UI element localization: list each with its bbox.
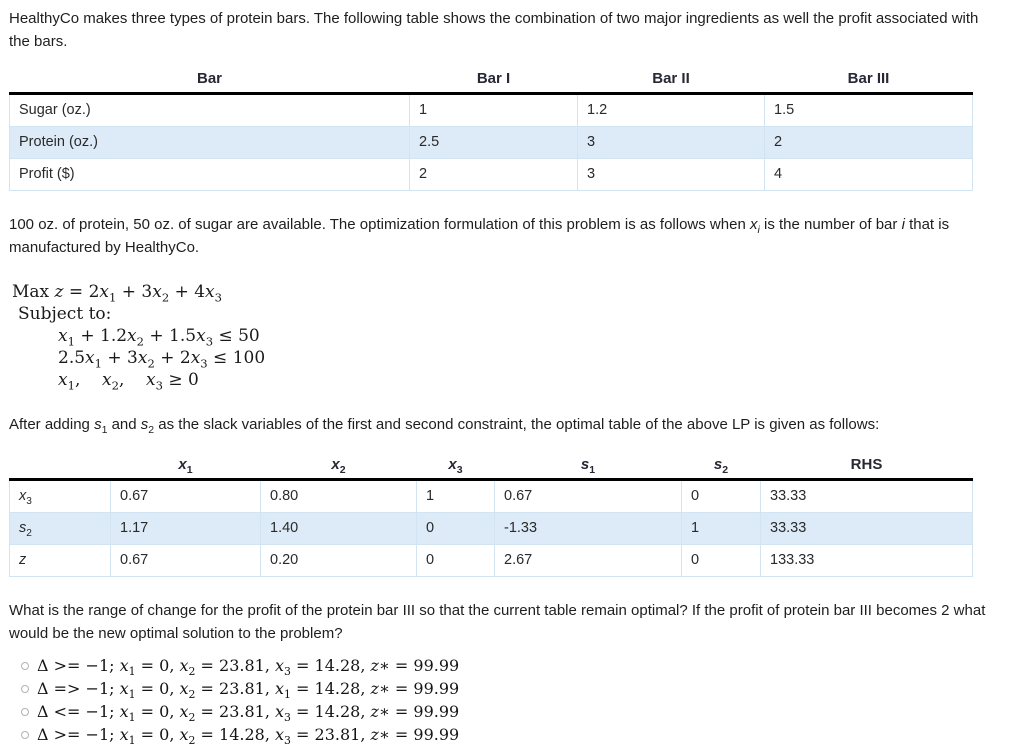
- table-row: Profit ($) 2 3 4: [9, 158, 973, 191]
- table-cell: 0: [416, 544, 495, 577]
- table-row: Protein (oz.) 2.5 3 2: [9, 126, 973, 159]
- table-cell: 0.67: [110, 479, 261, 513]
- answer-option-label: Δ >= −1; x1 = 0, x2 = 14.28, x3 = 23.81,…: [37, 725, 460, 747]
- table-cell: 2.67: [494, 544, 682, 577]
- answer-option[interactable]: Δ => −1; x1 = 0, x2 = 23.81, x1 = 14.28,…: [21, 677, 1014, 700]
- table-cell: 0.20: [260, 544, 417, 577]
- column-header: Bar II: [577, 66, 765, 95]
- column-header: s2: [681, 452, 761, 481]
- table-row: Sugar (oz.) 1 1.2 1.5: [9, 93, 973, 127]
- table-cell: 1.5: [764, 93, 973, 127]
- table-row: s2 1.17 1.40 0 -1.33 1 33.33: [9, 512, 973, 545]
- lp-formulation: Max z = 2x1 + 3x2 + 4x3 Subject to: x1 +…: [9, 281, 1014, 391]
- table-cell: 2: [764, 126, 973, 159]
- table-cell: 3: [577, 126, 765, 159]
- column-header: Bar III: [764, 66, 973, 95]
- table-cell: 0: [681, 479, 761, 513]
- row-label-cell: x3: [9, 479, 111, 513]
- ingredient-table: Bar Bar I Bar II Bar III Sugar (oz.) 1 1.2 1.5 P…: [9, 66, 973, 191]
- answer-option[interactable]: Δ >= −1; x1 = 0, x2 = 14.28, x3 = 23.81,…: [21, 723, 1014, 746]
- column-header: Bar I: [409, 66, 578, 95]
- table-cell: 1.2: [577, 93, 765, 127]
- answer-options: Δ >= −1; x1 = 0, x2 = 23.81, x3 = 14.28,…: [9, 654, 1014, 746]
- row-label-cell: Profit ($): [9, 158, 410, 191]
- answer-option[interactable]: Δ >= −1; x1 = 0, x2 = 23.81, x3 = 14.28,…: [21, 654, 1014, 677]
- column-header: [9, 452, 111, 481]
- answer-option-label: Δ <= −1; x1 = 0, x2 = 23.81, x3 = 14.28,…: [37, 702, 460, 725]
- answer-option-label: Δ >= −1; x1 = 0, x2 = 23.81, x3 = 14.28,…: [37, 656, 460, 679]
- table-cell: 1: [409, 93, 578, 127]
- radio-button-icon[interactable]: [21, 730, 29, 739]
- table-cell: 2: [409, 158, 578, 191]
- objective-function: Max z = 2x1 + 3x2 + 4x3: [12, 282, 222, 305]
- answer-option-label: Δ => −1; x1 = 0, x2 = 23.81, x1 = 14.28,…: [37, 679, 460, 702]
- table-cell: 133.33: [760, 544, 973, 577]
- answer-option[interactable]: Δ <= −1; x1 = 0, x2 = 23.81, x3 = 14.28,…: [21, 700, 1014, 723]
- row-label-cell: Sugar (oz.): [9, 93, 410, 127]
- table-row: x3 0.67 0.80 1 0.67 0 33.33: [9, 479, 973, 513]
- table-cell: 0.80: [260, 479, 417, 513]
- radio-button-icon[interactable]: [21, 684, 29, 693]
- table-cell: -1.33: [494, 512, 682, 545]
- table-cell: 1: [681, 512, 761, 545]
- table-row: z 0.67 0.20 0 2.67 0 133.33: [9, 544, 973, 577]
- row-label-cell: s2: [9, 512, 111, 545]
- row-label-cell: z: [9, 544, 111, 577]
- question-text: What is the range of change for the prof…: [9, 602, 986, 642]
- subject-to-label: Subject to:: [18, 304, 112, 324]
- optimal-table: x1 x2 x3 s1 s2 RHS x3 0.67 0.80 1 0.67 0 33.33 s2 1.17…: [9, 452, 973, 577]
- column-header: s1: [494, 452, 682, 481]
- header-row: Bar Bar I Bar II Bar III: [9, 66, 973, 95]
- column-header: x1: [110, 452, 261, 481]
- header-row: x1 x2 x3 s1 s2 RHS: [9, 452, 973, 481]
- table-cell: 0.67: [494, 479, 682, 513]
- row-label-cell: Protein (oz.): [9, 126, 410, 159]
- table-cell: 33.33: [760, 479, 973, 513]
- radio-button-icon[interactable]: [21, 707, 29, 716]
- table-cell: 3: [577, 158, 765, 191]
- table-cell: 0.67: [110, 544, 261, 577]
- table-cell: 33.33: [760, 512, 973, 545]
- constraint-2: 2.5x1 + 3x2 + 2x3 ≤ 100: [58, 348, 266, 371]
- slack-paragraph: After adding s1 and s2 as the slack vari…: [9, 416, 880, 436]
- column-header: Bar: [9, 66, 410, 95]
- table-cell: 1: [416, 479, 495, 513]
- column-header: RHS: [760, 452, 973, 481]
- column-header: x3: [416, 452, 495, 481]
- table-cell: 0: [416, 512, 495, 545]
- table-cell: 1.17: [110, 512, 261, 545]
- constraint-1: x1 + 1.2x2 + 1.5x3 ≤ 50: [58, 326, 260, 349]
- column-header: x2: [260, 452, 417, 481]
- table-cell: 1.40: [260, 512, 417, 545]
- radio-button-icon[interactable]: [21, 661, 29, 670]
- table-cell: 0: [681, 544, 761, 577]
- availability-paragraph: 100 oz. of protein, 50 oz. of sugar are …: [9, 216, 950, 256]
- table-cell: 2.5: [409, 126, 578, 159]
- table-cell: 4: [764, 158, 973, 191]
- nonnegativity-constraint: x1, x2, x3 ≥ 0: [58, 370, 199, 393]
- intro-paragraph: HealthyCo makes three types of protein b…: [9, 10, 979, 50]
